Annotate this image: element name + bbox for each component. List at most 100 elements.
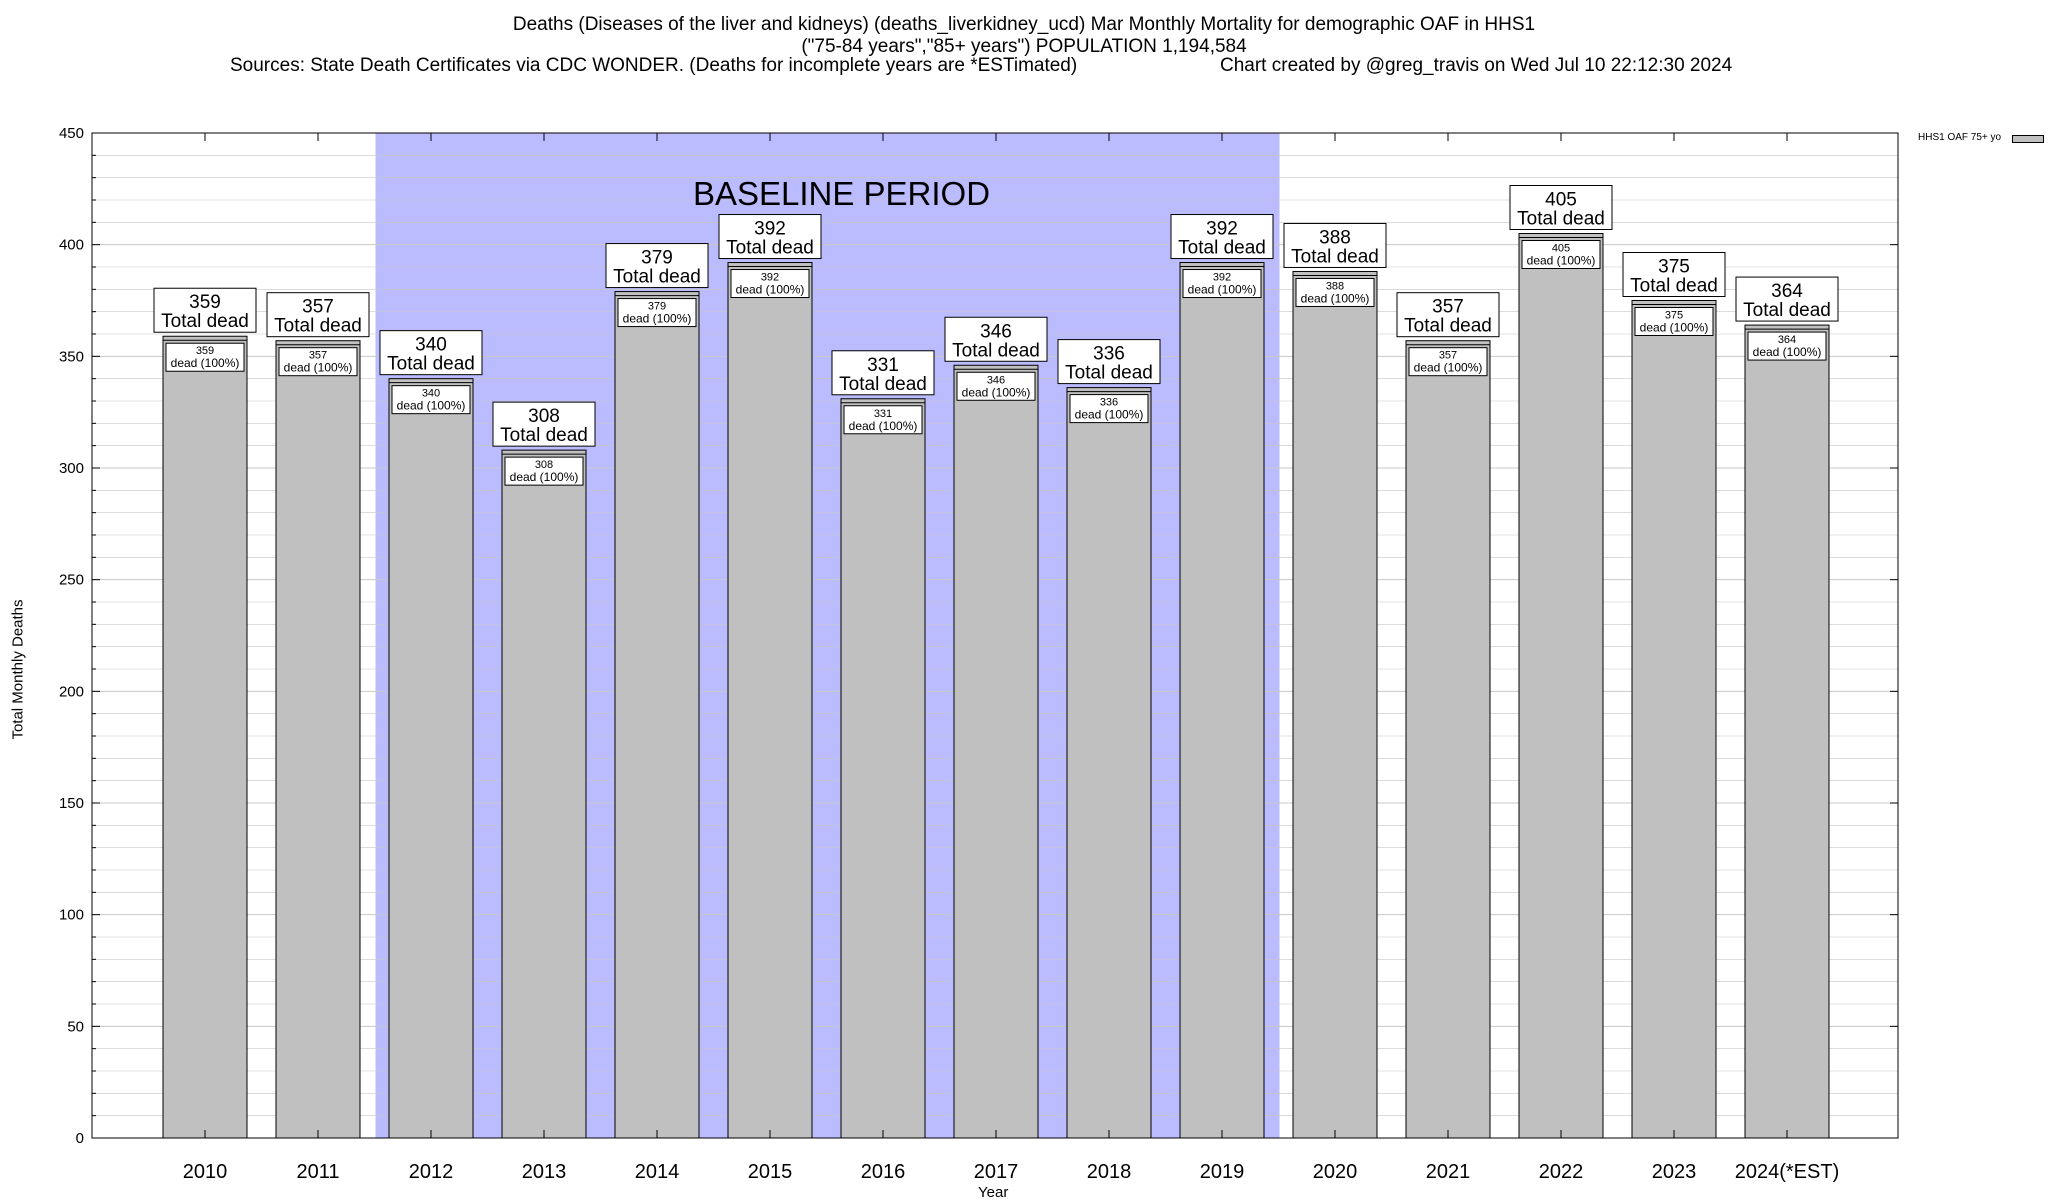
bar-total-value: 405 — [1545, 190, 1577, 211]
bar-inner-label-box — [1521, 240, 1601, 269]
bar-total-text: Total dead — [1743, 300, 1831, 321]
baseline-label: BASELINE PERIOD — [693, 175, 990, 212]
bar — [501, 449, 587, 1139]
bar-inner-label-box — [1069, 394, 1149, 424]
bar-total-label-box — [379, 330, 483, 376]
bar-inner-share: dead (100%) — [397, 399, 466, 413]
bar — [388, 378, 474, 1139]
bar-inner-label-box — [1634, 307, 1714, 336]
bar-total-label-box — [1283, 222, 1387, 268]
bar-inner-value: 364 — [1778, 334, 1796, 346]
bar-inner-value: 357 — [1439, 350, 1457, 362]
bar-inner-label-box — [1747, 331, 1827, 361]
x-tick-label: 2015 — [748, 1161, 793, 1183]
x-tick-label: 2011 — [296, 1161, 339, 1183]
x-tick-label: 2013 — [522, 1161, 567, 1183]
bar — [162, 335, 248, 1139]
bar-inner-value: 336 — [1100, 397, 1118, 409]
bar-total-value: 375 — [1658, 257, 1690, 278]
bar-inner-label-box — [730, 269, 810, 299]
bar-inner-label-box — [956, 371, 1036, 401]
bar-total-value: 340 — [415, 335, 447, 356]
bar-inner-value: 388 — [1326, 280, 1344, 292]
bar-inner-label-box — [504, 456, 584, 486]
x-tick-label: 2024(*EST) — [1735, 1161, 1840, 1183]
bar-inner-value: 392 — [761, 272, 779, 284]
bar-inner-share: dead (100%) — [1414, 361, 1483, 375]
bar-total-value: 364 — [1771, 281, 1803, 302]
bar-total-value: 357 — [1432, 297, 1464, 318]
bar-inner-share: dead (100%) — [1640, 321, 1709, 335]
bar-total-label-box — [1170, 214, 1274, 260]
bar — [1066, 387, 1152, 1139]
bar — [614, 291, 700, 1139]
bar-total-value: 392 — [1206, 219, 1238, 240]
y-tick-label: 300 — [59, 460, 84, 477]
x-tick-label: 2010 — [183, 1161, 228, 1183]
x-tick-label: 2014 — [635, 1161, 680, 1183]
y-tick-label: 350 — [59, 348, 84, 365]
bar-total-text: Total dead — [1517, 209, 1605, 230]
bar-total-text: Total dead — [1404, 316, 1492, 337]
bar-inner-share: dead (100%) — [623, 312, 692, 326]
y-tick-label: 100 — [59, 907, 84, 924]
bar-inner-value: 331 — [874, 408, 892, 420]
bar — [1631, 300, 1717, 1139]
bar-total-text: Total dead — [839, 374, 927, 395]
bar — [953, 364, 1039, 1139]
bar-inner-value: 405 — [1552, 243, 1570, 255]
bar-inner-share: dead (100%) — [171, 356, 240, 370]
bar-total-label-box — [718, 214, 822, 260]
y-tick-label: 150 — [59, 795, 84, 812]
y-tick-label: 50 — [67, 1018, 84, 1035]
x-tick-label: 2022 — [1539, 1161, 1584, 1183]
bar — [275, 340, 361, 1139]
legend-swatch — [2012, 135, 2044, 143]
bar-inner-label-box — [617, 298, 697, 328]
y-tick-label: 450 — [59, 125, 84, 142]
bar-total-value: 308 — [528, 406, 560, 427]
bar-total-value: 392 — [754, 219, 786, 240]
bar-inner-label-box — [843, 405, 923, 435]
bar — [727, 262, 813, 1139]
bar-total-label-box — [1735, 276, 1839, 322]
bar-total-value: 359 — [189, 292, 221, 313]
bar-total-text: Total dead — [387, 354, 475, 375]
bar-inner-share: dead (100%) — [849, 419, 918, 433]
x-axis-label: Year — [978, 1184, 1009, 1201]
y-tick-label: 400 — [59, 237, 84, 254]
bar-inner-share: dead (100%) — [962, 385, 1031, 399]
bar-inner-value: 346 — [987, 374, 1005, 386]
legend-label: HHS1 OAF 75+ yo — [1918, 132, 2002, 143]
chart-sources: Sources: State Death Certificates via CD… — [230, 55, 1078, 76]
y-tick-label: 200 — [59, 683, 84, 700]
x-tick-label: 2019 — [1200, 1161, 1245, 1183]
x-tick-label: 2017 — [974, 1161, 1019, 1183]
chart-title-line-1: Deaths (Diseases of the liver and kidney… — [512, 14, 1536, 35]
bar-total-text: Total dead — [726, 238, 814, 259]
bar-total-text: Total dead — [1178, 238, 1266, 259]
bar-inner-value: 357 — [309, 350, 327, 362]
bar-inner-value: 340 — [422, 388, 440, 400]
bar-total-label-box — [831, 350, 935, 396]
bar-inner-share: dead (100%) — [284, 361, 353, 375]
y-axis-label: Total Monthly Deaths — [9, 599, 27, 740]
bar-inner-share: dead (100%) — [1188, 283, 1257, 297]
x-tick-label: 2018 — [1087, 1161, 1132, 1183]
x-tick-label: 2016 — [861, 1161, 906, 1183]
bar-inner-label-box — [391, 385, 471, 415]
bar-total-text: Total dead — [500, 425, 588, 446]
bar-total-label-box — [1396, 292, 1500, 338]
bar-total-value: 357 — [302, 297, 334, 318]
bar-inner-share: dead (100%) — [1753, 345, 1822, 359]
x-tick-label: 2012 — [409, 1161, 454, 1183]
bar-total-text: Total dead — [613, 267, 701, 288]
bar-inner-share: dead (100%) — [510, 470, 579, 484]
bar-inner-label-box — [278, 347, 358, 377]
bar-inner-label-box — [1295, 277, 1375, 307]
bar-total-text: Total dead — [1291, 246, 1379, 267]
bar — [1179, 262, 1265, 1139]
x-tick-label: 2023 — [1652, 1161, 1697, 1183]
bar — [1744, 324, 1830, 1139]
